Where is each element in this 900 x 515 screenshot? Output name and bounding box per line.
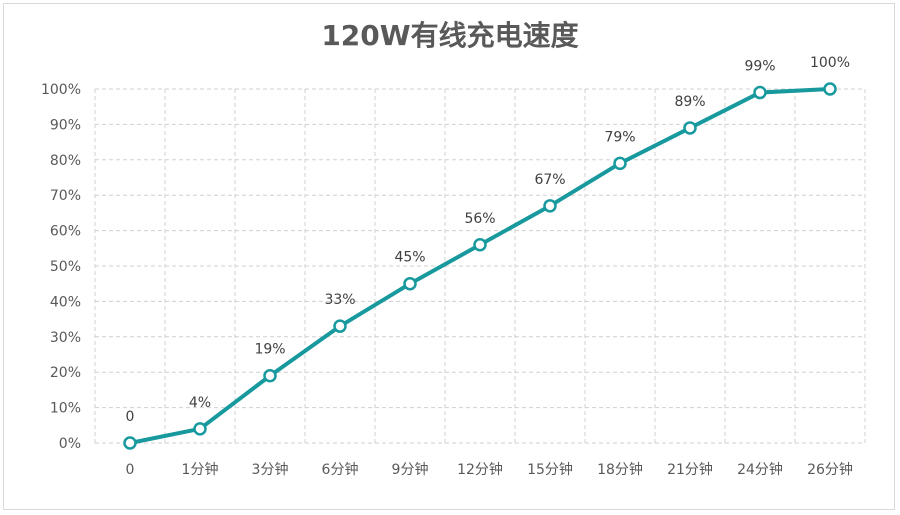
data-point	[263, 368, 277, 383]
series-group	[123, 82, 837, 450]
y-tick-label: 10%	[50, 401, 81, 417]
data-label: 56%	[464, 211, 495, 227]
x-tick-label: 26分钟	[807, 461, 853, 478]
data-label: 67%	[534, 172, 565, 188]
data-point	[473, 238, 487, 252]
x-tick-label: 24分钟	[737, 461, 783, 478]
data-label: 19%	[254, 342, 285, 358]
grid-lines	[94, 88, 866, 444]
x-tick-label: 9分钟	[392, 461, 429, 478]
x-tick-label: 0	[126, 462, 135, 478]
y-axis-ticks: 0% 10% 20% 30% 40% 50% 60% 70% 80% 90% 100%	[41, 82, 81, 452]
data-point	[333, 319, 347, 333]
data-point	[683, 121, 697, 135]
data-label: 33%	[324, 292, 355, 308]
x-tick-label: 12分钟	[457, 461, 503, 478]
data-label: 99%	[744, 59, 775, 75]
x-tick-label: 3分钟	[252, 461, 289, 478]
data-point	[613, 156, 627, 171]
data-label: 100%	[810, 55, 850, 71]
y-tick-label: 20%	[50, 365, 81, 381]
data-labels: 0 4% 19% 33% 45% 56% 67% 79% 89% 99% 100%	[126, 55, 850, 425]
data-point	[753, 85, 767, 100]
data-label: 4%	[189, 395, 211, 411]
data-point	[123, 436, 137, 450]
data-label: 79%	[604, 129, 635, 145]
data-point	[543, 199, 557, 213]
data-point	[823, 82, 837, 96]
chart-frame	[3, 3, 895, 510]
y-tick-label: 50%	[50, 259, 81, 275]
x-tick-label: 18分钟	[597, 461, 643, 478]
y-tick-label: 40%	[50, 294, 81, 310]
y-tick-label: 100%	[41, 82, 81, 98]
y-tick-label: 80%	[50, 153, 81, 169]
data-point	[193, 422, 207, 436]
data-point	[403, 276, 417, 291]
y-tick-label: 30%	[50, 330, 81, 346]
data-label: 45%	[394, 250, 425, 266]
y-tick-label: 90%	[50, 117, 81, 133]
y-tick-label: 0%	[59, 436, 81, 452]
y-tick-label: 60%	[50, 224, 81, 240]
x-tick-label: 1分钟	[182, 461, 219, 478]
chart-title: 120W有线充电速度	[321, 19, 579, 52]
data-label: 0	[126, 409, 135, 425]
x-tick-label: 15分钟	[527, 461, 573, 478]
x-tick-label: 6分钟	[322, 461, 359, 478]
x-tick-label: 21分钟	[667, 461, 713, 478]
x-axis-ticks: 0 1分钟 3分钟 6分钟 9分钟 12分钟 15分钟 18分钟 21分钟 24分钟 26分钟	[126, 461, 853, 478]
y-tick-label: 70%	[50, 188, 81, 204]
data-label: 89%	[674, 94, 705, 110]
